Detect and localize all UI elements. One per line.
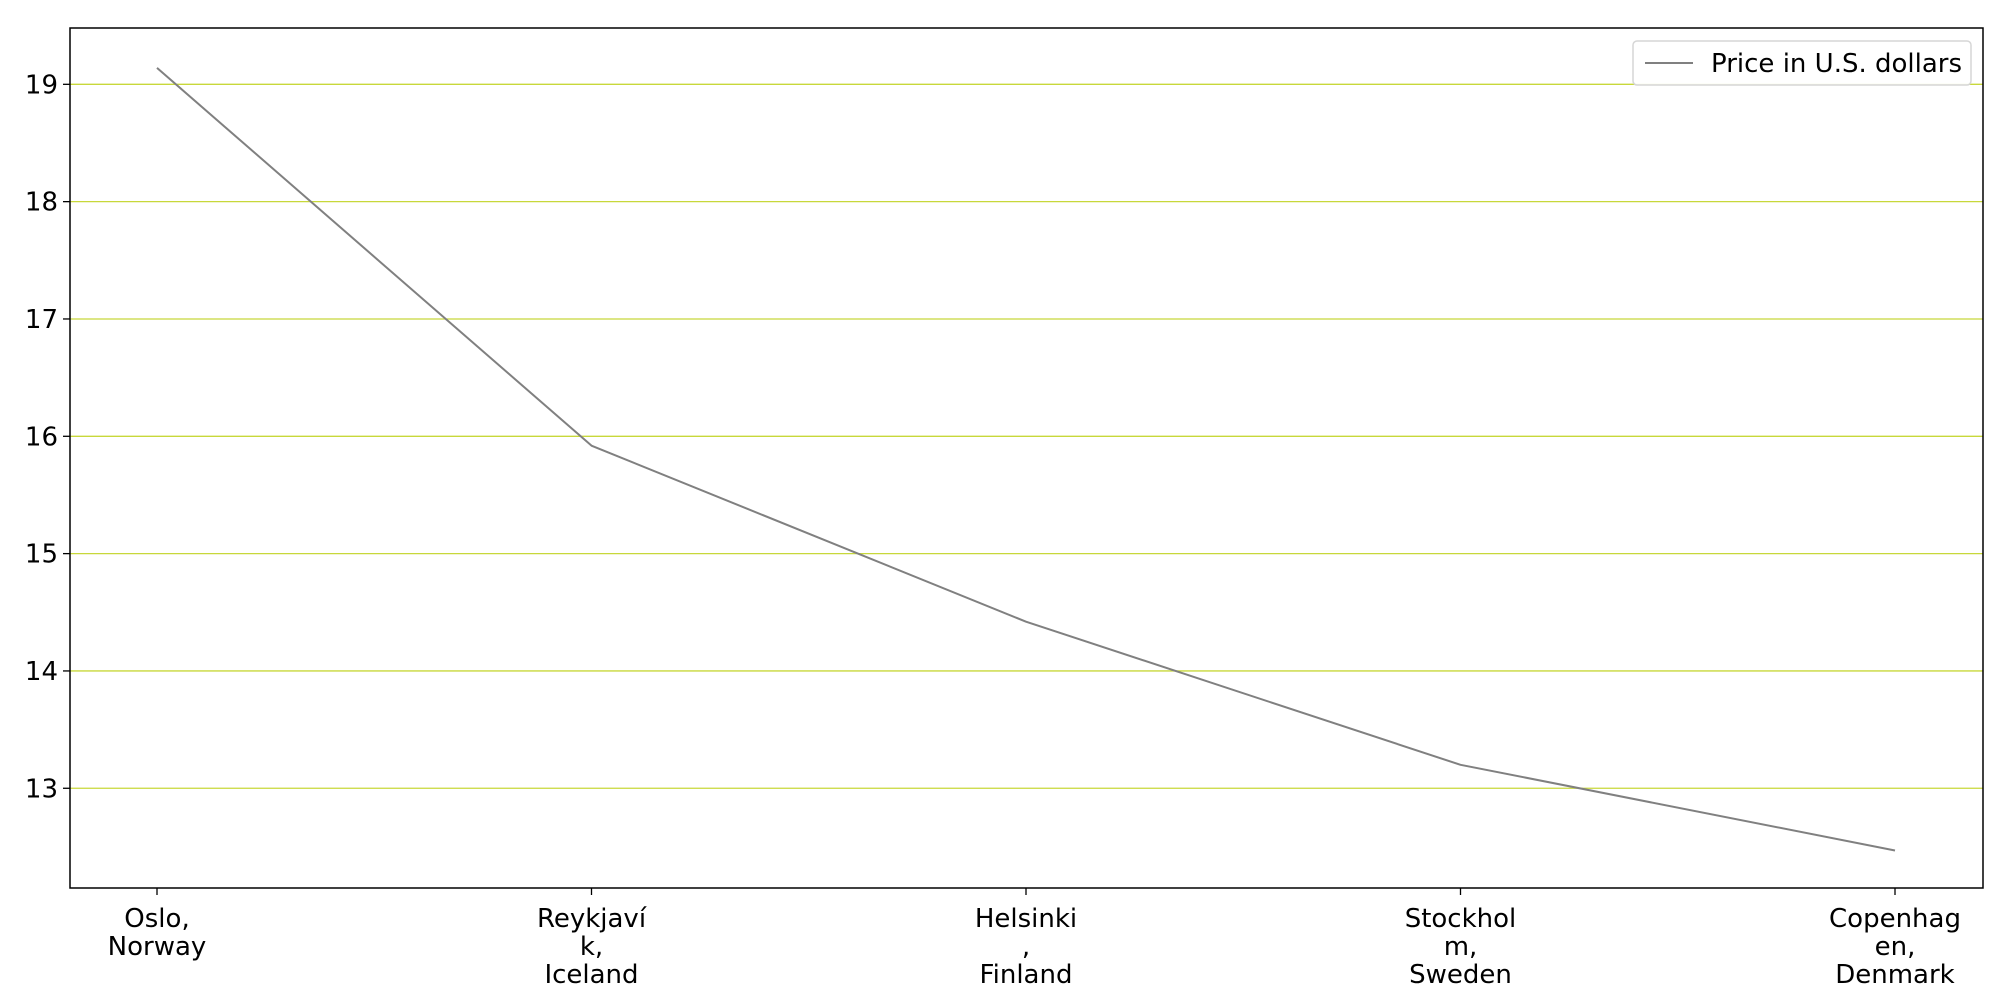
y-tick-label: 14 xyxy=(25,657,58,687)
series-layer xyxy=(156,67,1896,852)
x-tick-label: Copenhag en, Denmark xyxy=(1829,904,1961,990)
y-tick-label: 13 xyxy=(25,774,58,804)
x-tick-label: Reykjaví k, Iceland xyxy=(537,904,647,990)
plot-frame xyxy=(69,27,1984,889)
legend-label: Price in U.S. dollars xyxy=(1711,49,1962,79)
legend: Price in U.S. dollars xyxy=(1632,40,1972,86)
x-tick-label: Helsinki, Finland xyxy=(975,904,1077,990)
y-tick-label: 19 xyxy=(25,70,58,100)
y-tick-label: 18 xyxy=(25,188,58,218)
legend-box xyxy=(1632,40,1972,86)
y-tick-label: 16 xyxy=(25,422,58,452)
y-tick-label: 15 xyxy=(25,540,58,570)
x-axis: Oslo, Norway Reykjaví k, Iceland Helsinki, Fin… xyxy=(108,888,1961,990)
series-line xyxy=(156,67,1896,852)
x-tick-label: Oslo, Norway xyxy=(108,904,207,962)
y-axis: 13 14 15 16 17 18 19 xyxy=(25,70,70,804)
x-tick-label: Stockhol m, Sweden xyxy=(1405,904,1517,990)
grid-lines xyxy=(70,83,1983,789)
y-tick-label: 17 xyxy=(25,305,58,335)
